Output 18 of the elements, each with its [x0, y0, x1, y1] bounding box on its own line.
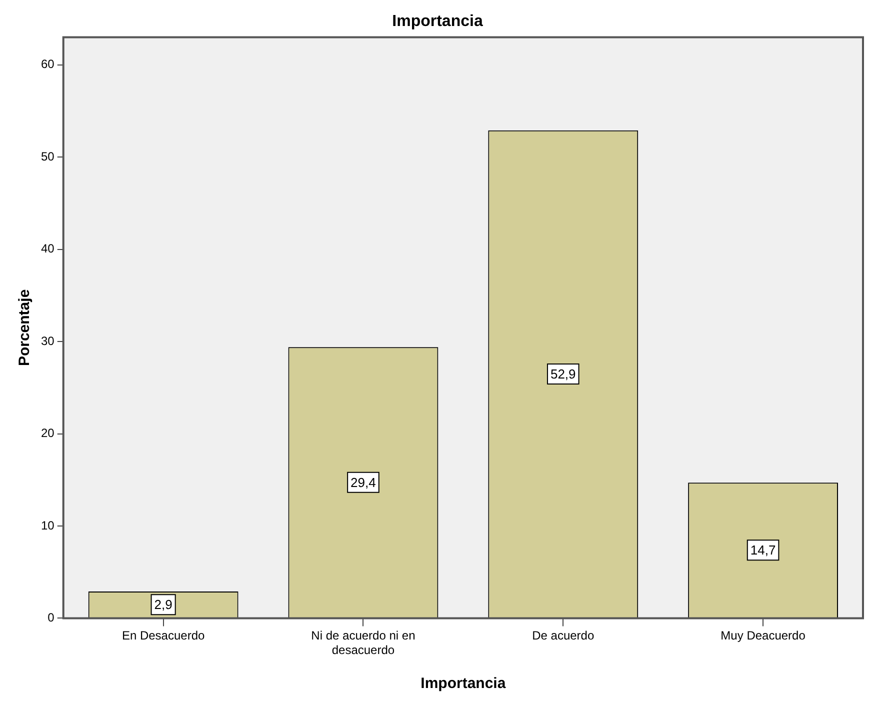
- y-tick-label: 50: [40, 149, 55, 164]
- y-tick-label: 0: [48, 610, 55, 625]
- data-label: 52,9: [550, 366, 576, 382]
- data-label: 29,4: [350, 474, 376, 490]
- y-tick-label: 60: [40, 57, 55, 72]
- data-label: 14,7: [750, 542, 776, 558]
- chart-title: Importancia: [392, 13, 483, 30]
- x-axis-title: Importancia: [420, 675, 506, 692]
- x-tick-label: Ni de acuerdo ni en desacuerdo: [311, 628, 416, 658]
- y-tick-label: 20: [40, 426, 55, 440]
- y-tick-label: 40: [40, 242, 55, 256]
- y-axis-title: Porcentaje: [16, 289, 34, 366]
- y-tick-label: 30: [40, 334, 55, 348]
- x-tick-label: De acuerdo: [532, 628, 594, 643]
- x-tick-label: En Desacuerdo: [122, 628, 205, 643]
- y-tick-label: 10: [40, 518, 55, 532]
- data-label: 2,9: [154, 597, 172, 612]
- x-tick-label: Muy Deacuerdo: [720, 628, 806, 643]
